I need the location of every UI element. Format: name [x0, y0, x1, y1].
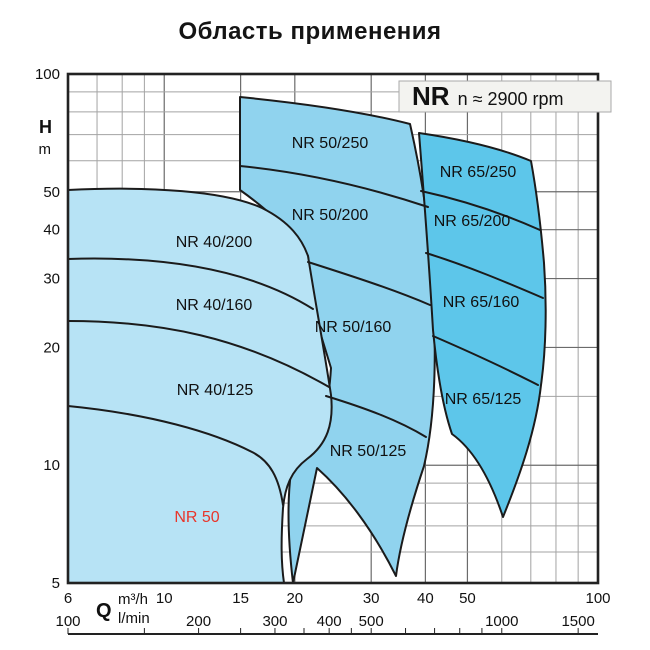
x-tick-label-m3h: 20 — [286, 590, 303, 607]
region-label: NR 50/250 — [292, 135, 369, 152]
x-tick-label-m3h: 50 — [459, 590, 476, 607]
x-tick-label-lmin: 300 — [262, 613, 287, 630]
x-axis-q-symbol: Q — [96, 600, 112, 622]
divider-nr50-160-top — [307, 261, 431, 306]
y-tick-label: 100 — [35, 66, 60, 83]
divider-nr40-160-top — [67, 257, 314, 310]
page-title: Область применения — [178, 18, 442, 45]
region-label: NR 50/200 — [292, 207, 369, 224]
y-axis-title: H — [39, 117, 52, 137]
x-tick-label-lmin: 200 — [186, 613, 211, 630]
y-tick-label: 20 — [43, 339, 60, 356]
region-label: NR 65/200 — [434, 213, 511, 230]
region-label: NR 65/125 — [445, 391, 522, 408]
plot-frame — [66, 72, 600, 585]
divider-nr50-125-top — [325, 395, 427, 438]
divider-nr50-200-top — [239, 165, 429, 208]
x-tick-label-m3h: 100 — [585, 590, 610, 607]
y-tick-label: 5 — [52, 575, 60, 592]
region-label: NR 50 — [174, 509, 219, 526]
y-tick-label: 50 — [43, 184, 60, 201]
divider-nr65-125-top — [432, 335, 539, 386]
x-tick-label-m3h: 40 — [417, 590, 434, 607]
rpm-box-label: NR n ≈ 2900 rpm — [412, 81, 564, 111]
rpm-box — [398, 80, 612, 113]
region-label: NR 50/125 — [330, 443, 407, 460]
x-tick-label-m3h: 30 — [363, 590, 380, 607]
x-tick-label-m3h: 10 — [156, 590, 173, 607]
x-tick-label-lmin: 100 — [55, 613, 80, 630]
y-axis-unit: m — [39, 141, 52, 158]
x-tick-label-lmin: 500 — [359, 613, 384, 630]
x-tick-label-m3h: 15 — [232, 590, 249, 607]
region-nr40-group — [67, 187, 333, 584]
region-label: NR 40/125 — [177, 382, 254, 399]
region-label: NR 65/250 — [440, 164, 517, 181]
divider-nr65-160-top — [425, 252, 544, 299]
x-tick-label-m3h: 6 — [64, 590, 72, 607]
y-tick-label: 40 — [43, 222, 60, 239]
x-axis-unit-lmin: l/min — [118, 610, 150, 627]
y-tick-label: 30 — [43, 271, 60, 288]
region-label: NR 40/160 — [176, 297, 253, 314]
y-tick-label: 10 — [43, 457, 60, 474]
x-tick-label-lmin: 1500 — [561, 613, 594, 630]
x-axis-unit-m3h: m³/h — [118, 591, 148, 608]
region-nr65-group — [418, 132, 547, 518]
region-label: NR 65/160 — [443, 294, 520, 311]
region-label: NR 40/200 — [176, 234, 253, 251]
divider-nr40-125-bottom — [67, 405, 284, 506]
region-label: NR 50/160 — [315, 319, 392, 336]
x-tick-label-lmin: 1000 — [485, 613, 518, 630]
divider-nr40-125-top — [67, 320, 330, 388]
divider-nr65-200-top — [420, 190, 541, 231]
x-tick-label-lmin: 400 — [317, 613, 342, 630]
